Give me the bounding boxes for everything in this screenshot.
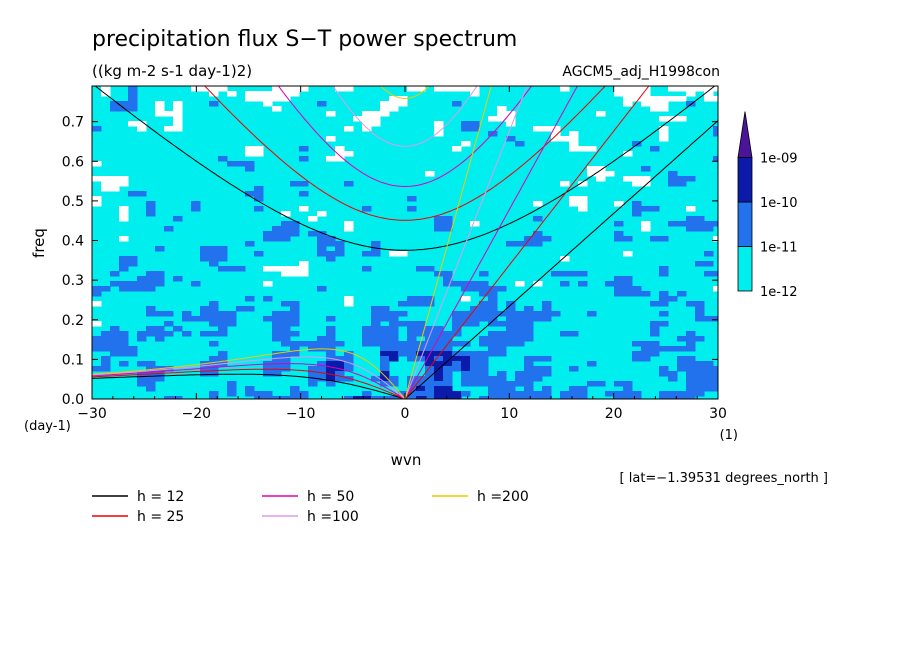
legend: h = 12 h = 25 h = 50 h =100 h =200 xyxy=(92,489,529,525)
kelvin-wave-curve-2 xyxy=(404,86,579,399)
rossby-wave-curve-2 xyxy=(92,363,406,399)
legend-label: h = 25 xyxy=(137,509,184,525)
y-axis-unit: (day-1) xyxy=(24,419,71,434)
latitude-note: [ lat=−1.39531 degrees_north ] xyxy=(620,471,828,486)
y-axis-label: freq xyxy=(30,228,48,258)
y-tick-label: 0.5 xyxy=(62,194,84,210)
x-axis-unit: (1) xyxy=(720,428,738,443)
colorbar-segment xyxy=(737,201,753,247)
y-tick-label: 0.1 xyxy=(62,352,84,368)
colorbar-segment xyxy=(737,157,753,203)
run-label: AGCM5_adj_H1998con xyxy=(562,64,720,80)
colorbar: 1e-12 1e-11 1e-10 1e-09 xyxy=(737,111,798,300)
x-tick-label: 20 xyxy=(605,406,623,422)
legend-label: h = 12 xyxy=(137,489,184,505)
kelvin-wave-curve-4 xyxy=(404,86,492,399)
colorbar-label: 1e-09 xyxy=(760,152,798,167)
rossby-wave-curve-4 xyxy=(92,348,406,399)
x-tick-label: 30 xyxy=(709,406,727,422)
legend-label: h = 50 xyxy=(307,489,354,505)
x-tick-label: 10 xyxy=(500,406,518,422)
x-axis-label: wvn xyxy=(391,451,422,469)
y-tick-label: 0.7 xyxy=(62,115,84,131)
colorbar-label: 1e-10 xyxy=(760,196,798,211)
colorbar-extend-triangle xyxy=(737,111,753,158)
x-tick-label: −30 xyxy=(77,406,107,422)
chart-subtitle: ((kg m-2 s-1 day-1)2) xyxy=(92,62,252,80)
dispersion-curves xyxy=(92,86,718,399)
kelvin-wave-curve-3 xyxy=(404,86,528,399)
kelvin-wave-curve-1 xyxy=(404,86,650,399)
gravity-wave-curve-4 xyxy=(380,86,430,100)
rossby-wave-curve-0 xyxy=(92,373,406,399)
rossby-wave-curve-3 xyxy=(92,356,406,399)
x-tick-label: 0 xyxy=(401,406,410,422)
colorbar-segment xyxy=(737,246,753,292)
y-tick-label: 0.0 xyxy=(62,392,84,408)
x-tick-label: −10 xyxy=(286,406,316,422)
gravity-wave-curve-1 xyxy=(204,86,606,221)
y-tick-label: 0.6 xyxy=(62,154,84,170)
y-tick-label: 0.4 xyxy=(62,234,84,250)
colorbar-label: 1e-11 xyxy=(760,241,798,256)
y-tick-label: 0.2 xyxy=(62,313,84,329)
rossby-wave-curve-1 xyxy=(92,368,406,399)
gravity-wave-curve-2 xyxy=(277,86,533,188)
legend-label: h =200 xyxy=(477,489,529,505)
gravity-wave-curve-3 xyxy=(332,86,478,147)
y-tick-label: 0.3 xyxy=(62,273,84,289)
kelvin-wave-curve-0 xyxy=(404,120,718,399)
legend-label: h =100 xyxy=(307,509,359,525)
y-axis-ticks: 0.0 0.1 0.2 0.3 0.4 0.5 0.6 0.7 xyxy=(62,115,718,408)
colorbar-label: 1e-12 xyxy=(760,285,798,300)
x-tick-label: −20 xyxy=(182,406,212,422)
x-axis-ticks: −30 −20 −10 0 10 20 30 xyxy=(77,86,727,422)
gravity-wave-curve-0 xyxy=(94,86,716,251)
chart-title: precipitation flux S−T power spectrum xyxy=(92,27,517,52)
